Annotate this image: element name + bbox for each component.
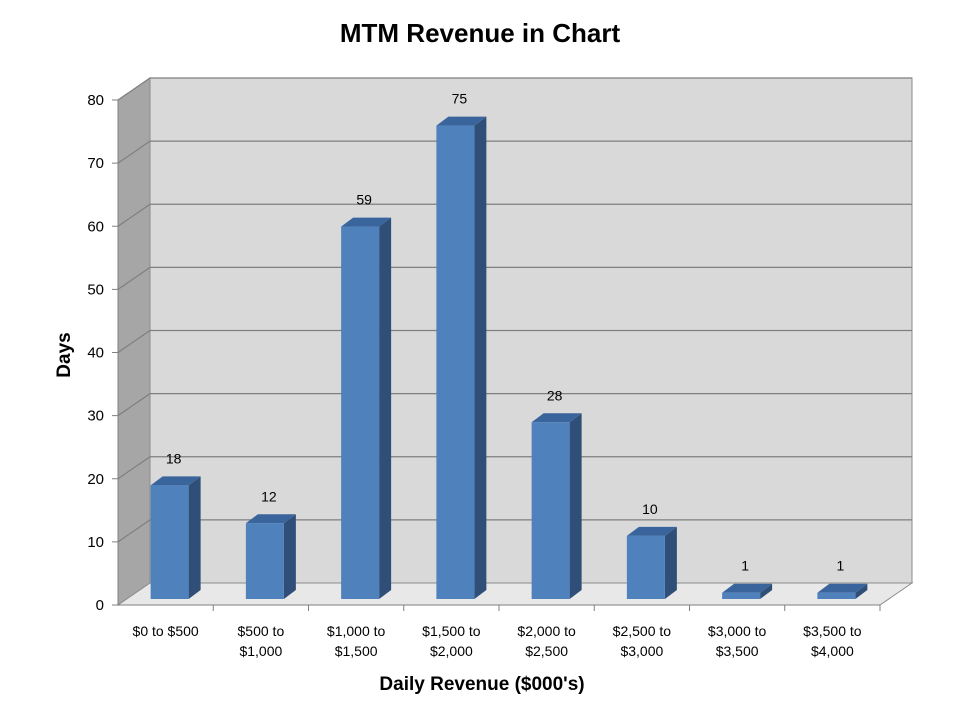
x-tick-label-line: $0 to $500 — [133, 623, 199, 639]
bar-top — [626, 526, 677, 536]
x-tick-label-line: $2,500 — [525, 643, 568, 659]
x-tick-label-line: $3,500 — [716, 643, 759, 659]
y-tick-label: 0 — [96, 597, 104, 614]
data-label: 18 — [166, 450, 182, 466]
x-tick-label-line: $500 to — [238, 623, 285, 639]
bar — [150, 485, 189, 599]
gridline — [117, 519, 912, 543]
bar-side — [283, 514, 296, 599]
y-tick-label: 50 — [87, 281, 104, 298]
bar-top — [245, 514, 296, 524]
y-tick-label: 80 — [87, 92, 104, 109]
data-label: 75 — [452, 91, 468, 107]
x-tick-label-line: $3,500 to — [803, 623, 862, 639]
data-label: 10 — [642, 501, 658, 517]
x-tick-label-line: $1,000 to — [327, 623, 386, 639]
gridline — [117, 77, 912, 101]
x-tick-label-line: $1,500 to — [422, 623, 481, 639]
x-tick-label: $2,500 to $3,000 — [613, 623, 672, 659]
gridline — [117, 393, 912, 417]
floor — [116, 582, 914, 606]
bar-side — [569, 413, 582, 599]
x-tick-label-line: $3,000 to — [708, 623, 767, 639]
gridline — [117, 140, 912, 164]
y-tick-label: 70 — [87, 155, 104, 172]
y-tick-label: 60 — [87, 218, 104, 235]
x-tick-label: $3,500 to $4,000 — [803, 623, 862, 659]
bar-top — [341, 217, 392, 227]
y-tick-label: 40 — [87, 345, 104, 362]
x-tick-label-line: $1,000 — [239, 643, 282, 659]
bar-top — [722, 583, 773, 593]
data-label: 1 — [741, 558, 749, 574]
bar — [341, 226, 380, 599]
x-axis-title: Daily Revenue ($000's) — [379, 674, 584, 695]
x-tick-label: $2,000 to $2,500 — [517, 623, 576, 659]
gridline — [117, 329, 912, 353]
x-tick-label: $1,500 to $2,000 — [422, 623, 481, 659]
gridline — [117, 203, 912, 227]
bar — [722, 592, 761, 599]
bar-side — [855, 583, 868, 599]
y-tick-label: 30 — [87, 408, 104, 425]
bar-side — [474, 116, 487, 599]
bar — [531, 422, 570, 599]
gridline — [117, 456, 912, 480]
x-tick-label-line: $3,000 — [620, 643, 663, 659]
x-tick-label-line: $2,500 to — [613, 623, 672, 639]
x-tick-label: $0 to $500 — [133, 623, 199, 639]
data-label: 28 — [547, 387, 563, 403]
y-tick-label: 20 — [87, 471, 104, 488]
x-tick-label-line: $2,000 — [430, 643, 473, 659]
x-tick-label: $500 to $1,000 — [238, 623, 285, 659]
bar-side — [379, 217, 392, 599]
bar-top — [817, 583, 868, 593]
data-label: 1 — [836, 558, 844, 574]
bar-side — [760, 583, 773, 599]
bar-top — [150, 476, 201, 486]
chart-title: MTM Revenue in Chart — [340, 18, 621, 48]
bar-top — [436, 116, 487, 126]
y-tick-label: 10 — [87, 534, 104, 551]
plot-area: 0 10 20 30 40 50 60 70 80 18 $0 to $500 12 $500 to $1… — [87, 77, 914, 659]
bar — [245, 523, 284, 599]
bar — [626, 535, 665, 599]
bar-side — [664, 526, 677, 599]
bar — [817, 592, 856, 599]
x-tick-label: $3,000 to $3,500 — [708, 623, 767, 659]
bar — [436, 125, 475, 599]
data-label: 12 — [261, 488, 277, 504]
bar-side — [188, 476, 201, 599]
y-axis-title: Days — [54, 332, 75, 377]
x-tick-label-line: $1,500 — [335, 643, 378, 659]
x-tick-label-line: $2,000 to — [517, 623, 576, 639]
data-label: 59 — [356, 192, 372, 208]
x-tick-label-line: $4,000 — [811, 643, 854, 659]
x-tick-label: $1,000 to $1,500 — [327, 623, 386, 659]
gridline — [117, 266, 912, 290]
bar-top — [531, 413, 582, 423]
